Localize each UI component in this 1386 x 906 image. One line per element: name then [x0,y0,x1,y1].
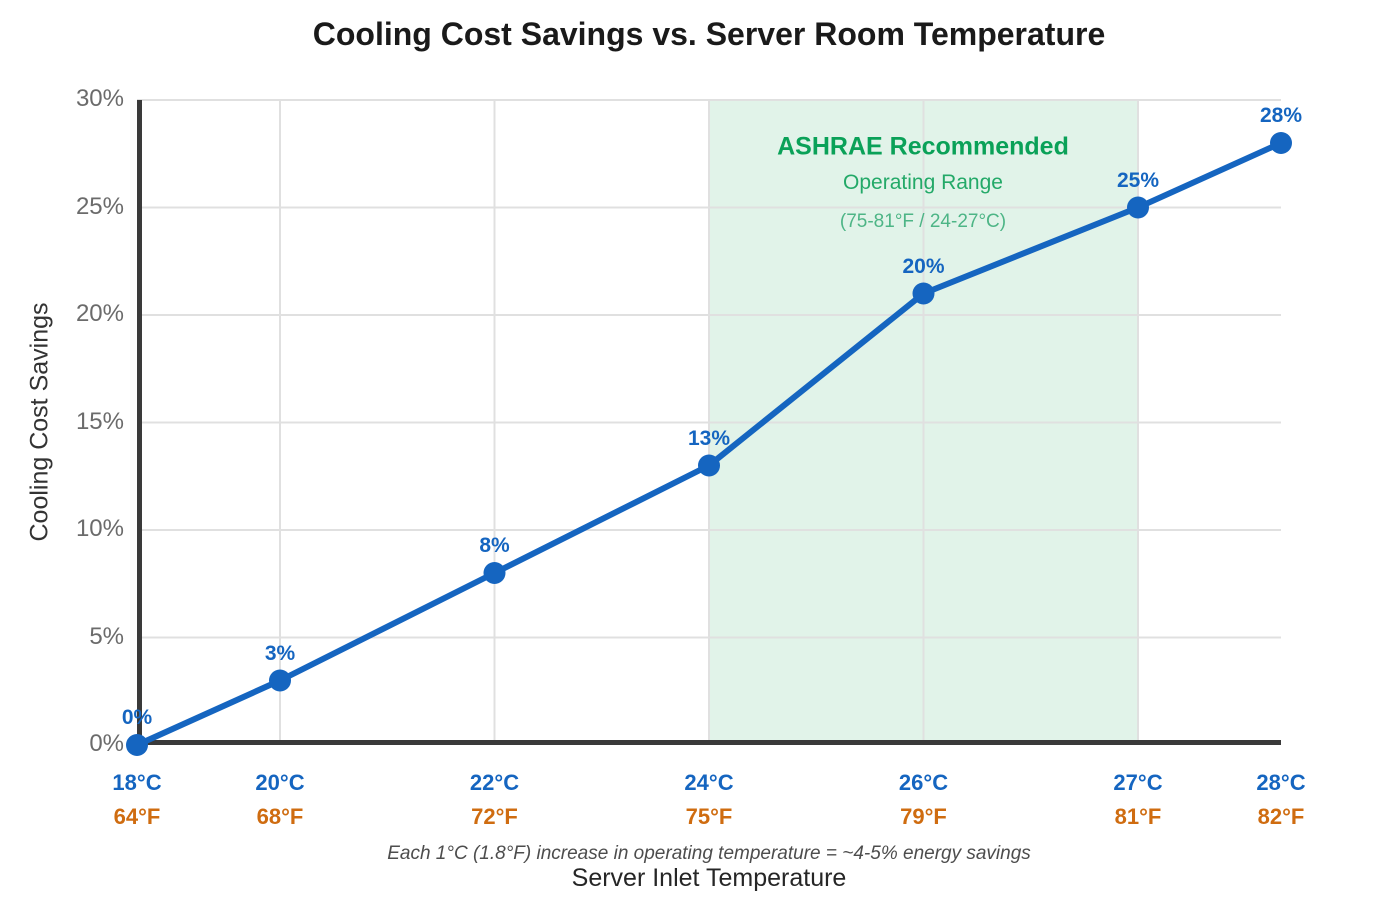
x-tick-fahrenheit: 75°F [685,804,733,829]
footnote: Each 1°C (1.8°F) increase in operating t… [387,843,1031,864]
point-label: 13% [687,426,731,450]
ashrae-annotation-subtitle: Operating Range [843,171,1003,194]
x-tick-celsius: 28°C [1256,770,1306,795]
x-tick-celsius: 24°C [684,770,734,795]
point-label: 3% [264,641,296,665]
data-point [1270,132,1292,154]
y-tick-label: 25% [75,192,124,220]
x-tick-celsius: 26°C [898,770,949,795]
y-tick-label: 10% [75,515,124,542]
point-label: 25% [1116,168,1160,192]
x-tick-celsius: 22°C [469,770,520,795]
x-tick-celsius: 27°C [1113,770,1163,795]
y-tick-label: 5% [89,622,124,650]
data-point [698,454,720,477]
y-tick-label: 15% [75,407,124,435]
y-tick-label: 30% [75,85,124,112]
y-tick-label: 0% [89,730,124,757]
x-tick-celsius: 18°C [112,770,162,795]
ashrae-annotation-title: ASHRAE Recommended [777,132,1069,161]
x-axis-title: Server Inlet Temperature [571,864,847,892]
x-tick-fahrenheit: 64°F [113,804,161,829]
x-tick-celsius: 20°C [255,770,305,795]
chart-svg [126,99,1292,756]
x-tick-fahrenheit: 82°F [1257,804,1305,829]
data-point [1127,196,1149,219]
chart-title: Cooling Cost Savings vs. Server Room Tem… [312,16,1106,52]
ashrae-annotation-range: (75-81°F / 24-27°C) [839,211,1007,232]
y-tick-label: 20% [75,300,124,327]
x-tick-fahrenheit: 68°F [256,804,304,829]
data-point [126,734,148,756]
point-label: 0% [121,706,153,729]
x-tick-fahrenheit: 81°F [1114,804,1162,829]
point-label: 8% [479,534,510,557]
x-tick-fahrenheit: 79°F [900,804,947,829]
data-point [483,562,506,584]
plot-area [126,99,1292,756]
data-point [269,669,291,692]
point-label: 20% [902,254,945,278]
data-point [912,282,935,305]
point-label: 28% [1259,104,1303,127]
x-tick-fahrenheit: 72°F [471,804,518,829]
